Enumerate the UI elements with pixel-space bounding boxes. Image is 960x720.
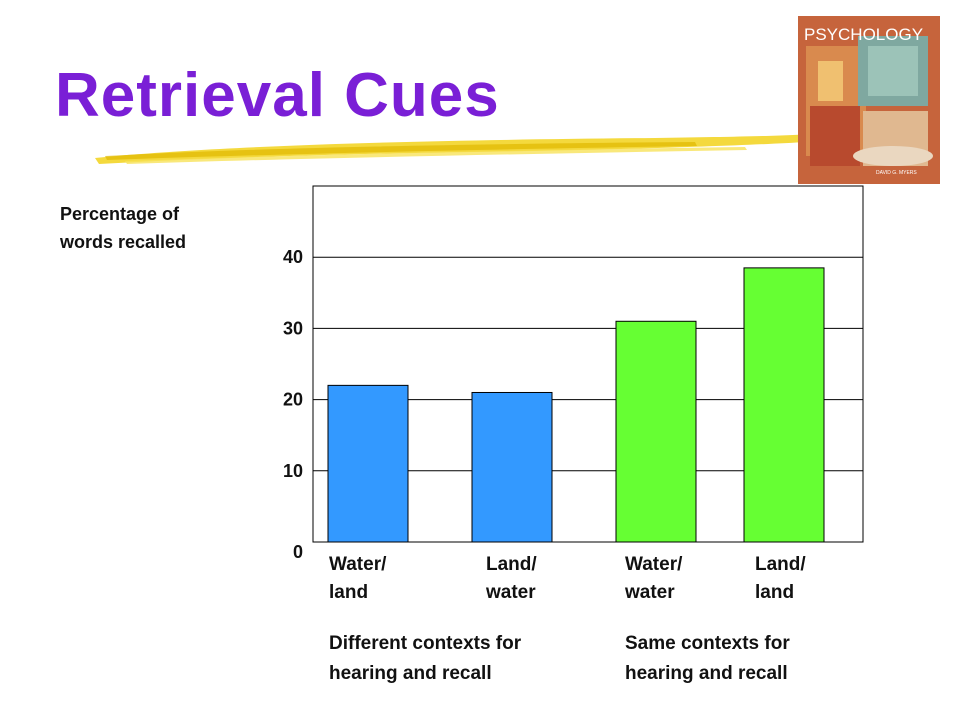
slide-title: Retrieval Cues (55, 61, 500, 130)
y-tick-label: 20 (283, 390, 303, 410)
x-category-label: Land/ land (755, 554, 806, 603)
bar (743, 267, 825, 543)
x-category-label: Water/ land (329, 554, 387, 603)
y-tick-label: 10 (283, 461, 303, 481)
x-category-label: Land/ water (486, 554, 537, 603)
y-tick-label: 40 (283, 247, 303, 267)
bar (471, 391, 553, 543)
x-category-label: Water/ water (625, 554, 683, 603)
svg-text:DAVID G. MYERS: DAVID G. MYERS (876, 170, 917, 176)
y-tick-label: 30 (283, 318, 303, 338)
yellow-brush-underline (95, 134, 810, 164)
bar (615, 320, 697, 543)
group-label: Same contexts for hearing and recall (625, 633, 790, 684)
bar (327, 384, 409, 543)
psychology-book-cover: PSYCHOLOGY DAVID G. MYERS (798, 16, 940, 184)
y-tick-label: 0 (293, 542, 303, 562)
y-axis-label: Percentage of words recalled (60, 204, 187, 252)
group-label: Different contexts for hearing and recal… (329, 633, 522, 684)
svg-text:PSYCHOLOGY: PSYCHOLOGY (804, 25, 923, 44)
